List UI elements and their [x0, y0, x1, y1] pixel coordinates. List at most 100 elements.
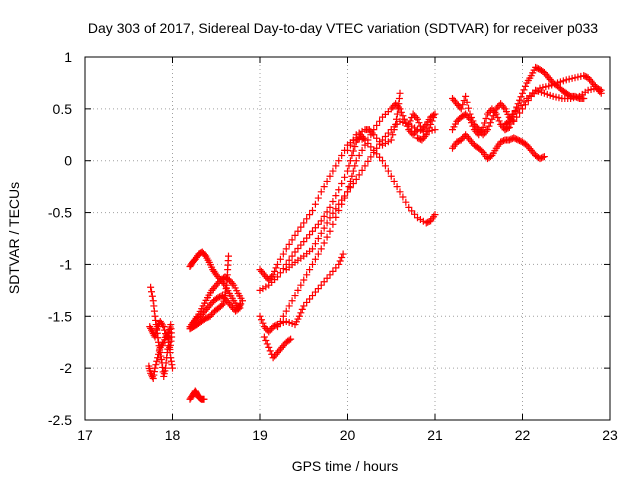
data-point	[287, 335, 295, 343]
data-point	[335, 186, 343, 194]
data-point	[463, 98, 471, 106]
data-point	[288, 297, 296, 305]
data-point	[152, 361, 160, 369]
data-point	[218, 301, 226, 309]
data-point	[355, 171, 363, 179]
data-point	[336, 257, 344, 265]
data-point	[279, 250, 287, 258]
data-point	[390, 177, 398, 185]
data-point	[285, 256, 293, 264]
data-point	[332, 162, 340, 170]
y-tick-label: -0.5	[48, 205, 72, 221]
data-point	[494, 114, 502, 121]
x-tick-label: 17	[77, 427, 93, 443]
data-point	[373, 121, 381, 129]
data-point	[390, 126, 398, 134]
data-point	[148, 288, 155, 296]
data-point	[166, 345, 174, 353]
data-point	[469, 122, 477, 130]
data-point	[276, 269, 284, 277]
data-point	[276, 255, 284, 263]
x-tick-label: 19	[252, 427, 268, 443]
data-point	[291, 292, 299, 300]
series-arc8	[186, 252, 232, 333]
data-point	[317, 245, 325, 253]
data-point	[367, 153, 375, 161]
data-point	[288, 252, 296, 260]
data-point	[317, 188, 325, 196]
data-point	[234, 305, 242, 313]
data-point	[326, 227, 334, 235]
data-point	[349, 147, 357, 155]
series-arc22	[505, 84, 605, 121]
data-point	[309, 260, 316, 268]
data-point	[513, 103, 521, 111]
data-point	[266, 347, 274, 355]
data-point	[257, 316, 265, 324]
data-point	[348, 172, 356, 180]
data-point	[314, 250, 322, 258]
data-point	[457, 105, 465, 113]
data-point	[415, 135, 423, 143]
data-point	[341, 194, 349, 202]
data-point	[295, 312, 303, 320]
data-point	[294, 227, 302, 235]
data-point	[349, 136, 357, 144]
data-point	[169, 364, 176, 372]
data-point	[335, 260, 343, 268]
data-point	[513, 113, 521, 121]
data-point	[387, 172, 395, 180]
data-point	[153, 357, 161, 365]
data-point	[539, 153, 547, 161]
data-point	[485, 122, 493, 130]
data-point	[392, 120, 400, 128]
data-point	[517, 93, 525, 101]
data-point	[153, 326, 161, 334]
data-point	[159, 321, 167, 329]
y-tick-label: -2.5	[48, 412, 72, 428]
data-point	[467, 119, 475, 127]
data-point	[351, 143, 359, 151]
series-arc21	[501, 72, 605, 134]
data-point	[323, 233, 331, 241]
data-point	[360, 134, 368, 142]
data-point	[323, 208, 331, 216]
data-point	[428, 117, 436, 125]
series-arc3	[145, 331, 173, 383]
data-point	[486, 119, 494, 127]
data-point	[320, 239, 328, 247]
data-point	[376, 117, 384, 125]
x-tick-label: 22	[515, 427, 531, 443]
data-point	[288, 236, 296, 244]
y-tick-label: 0	[64, 153, 72, 169]
data-point	[239, 297, 246, 305]
data-point	[495, 117, 503, 125]
data-point	[338, 180, 346, 188]
data-point	[338, 152, 346, 160]
data-point	[405, 120, 413, 128]
data-point	[346, 184, 354, 192]
x-tick-label: 21	[427, 427, 443, 443]
data-point	[414, 115, 421, 123]
data-point	[291, 231, 299, 239]
data-point	[335, 157, 343, 165]
data-point	[272, 264, 280, 272]
data-point	[379, 157, 386, 165]
data-point	[323, 219, 331, 227]
data-point	[147, 283, 155, 291]
data-point	[317, 217, 325, 225]
data-point	[399, 193, 407, 201]
data-point	[259, 319, 267, 327]
data-point	[346, 141, 354, 149]
data-point	[510, 117, 518, 125]
data-point	[346, 177, 354, 185]
data-point	[516, 109, 524, 117]
grid-lines	[85, 57, 610, 420]
data-point	[412, 127, 420, 135]
data-point	[265, 343, 273, 351]
series-arc9	[256, 134, 439, 284]
data-point	[373, 144, 381, 152]
series-arc16	[405, 110, 439, 144]
y-tick-label: -1	[60, 256, 73, 272]
data-point	[332, 192, 340, 200]
